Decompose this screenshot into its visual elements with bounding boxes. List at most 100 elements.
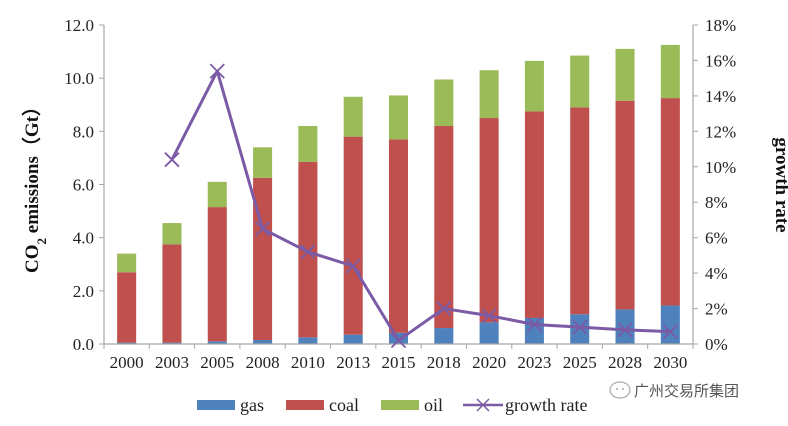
- growth-rate-marker: [209, 63, 225, 79]
- legend-swatch-coal: [286, 400, 324, 410]
- bar-oil-2000: [117, 253, 137, 273]
- y-tick-label: 0.0: [73, 335, 94, 354]
- bar-gas-2008: [253, 340, 273, 344]
- bar-gas-2010: [298, 337, 318, 344]
- x-tick-label: 2003: [155, 353, 189, 372]
- bar-coal-2003: [162, 244, 182, 343]
- bar-gas-2020: [479, 322, 499, 344]
- x-tick-label: 2020: [472, 353, 506, 372]
- y-tick-label: 8.0: [73, 122, 94, 141]
- y-axis-title-rest: emissions（Gt）: [20, 97, 43, 238]
- growth-rate-marker: [662, 323, 678, 340]
- bar-coal-2030: [660, 98, 680, 306]
- x-tick-label: 2000: [110, 353, 144, 372]
- watermark: 广州交易所集团: [609, 381, 739, 400]
- growth-rate-marker: [345, 258, 361, 274]
- y2-tick-label: 14%: [705, 87, 736, 106]
- bar-oil-2028: [615, 48, 635, 101]
- bar-oil-2015: [388, 95, 409, 140]
- x-tick-label: 2023: [517, 353, 551, 372]
- x-tick-label: 2018: [427, 353, 461, 372]
- y2-tick-label: 10%: [705, 158, 736, 177]
- x-tick-label: 2013: [336, 353, 370, 372]
- growth-rate-marker: [390, 332, 407, 349]
- bar-gas-2000: [117, 342, 137, 344]
- x-tick-label: 2008: [246, 353, 280, 372]
- watermark-text: 广州交易所集团: [634, 382, 739, 400]
- bar-oil-2013: [343, 96, 363, 137]
- bars-group: [117, 44, 680, 344]
- x-tick-label: 2025: [563, 353, 597, 372]
- y-axis-title-main: CO: [22, 244, 43, 273]
- growth-rate-marker: [572, 319, 588, 335]
- bar-gas-2005: [207, 341, 227, 344]
- y-tick-label: 6.0: [73, 176, 94, 195]
- bar-oil-2005: [207, 181, 227, 208]
- x-tick-label: 2005: [200, 353, 234, 372]
- bar-gas-2028: [615, 309, 635, 344]
- growth-rate-marker: [300, 244, 316, 260]
- y2-tick-label: 2%: [705, 300, 728, 319]
- legend-label-gas: gas: [240, 395, 264, 415]
- x-tick-label: 2015: [382, 353, 416, 372]
- growth-line-group: [164, 63, 678, 349]
- growth-rate-marker: [526, 316, 543, 333]
- bar-oil-2025: [570, 55, 590, 108]
- growth-rate-marker: [617, 322, 633, 338]
- growth-rate-marker: [481, 308, 497, 324]
- bar-coal-2015: [388, 139, 409, 333]
- bar-gas-2030: [660, 305, 680, 344]
- y2-tick-label: 0%: [705, 335, 728, 354]
- bar-coal-2000: [117, 272, 137, 343]
- bar-coal-2020: [479, 118, 499, 323]
- y-tick-label: 2.0: [73, 282, 94, 301]
- bar-gas-2003: [162, 342, 182, 344]
- bar-oil-2003: [162, 223, 182, 245]
- legend-label-growth-rate: growth rate: [505, 395, 587, 415]
- growth-rate-line: [170, 69, 671, 342]
- bar-coal-2010: [298, 161, 318, 338]
- bar-oil-2010: [298, 126, 318, 162]
- legend: gas coal oil growth rate: [197, 395, 587, 415]
- x-tick-label: 2030: [653, 353, 687, 372]
- axes-group: [99, 24, 698, 349]
- bar-oil-2018: [434, 79, 454, 127]
- bar-coal-2013: [343, 136, 363, 335]
- bar-gas-2018: [434, 328, 454, 344]
- legend-swatch-growth-marker: [476, 398, 490, 412]
- wechat-logo-icon: [609, 381, 631, 399]
- bar-oil-2020: [479, 70, 499, 119]
- bar-oil-2030: [660, 44, 680, 99]
- y2-tick-label: 6%: [705, 229, 728, 248]
- y2-tick-label: 8%: [705, 193, 728, 212]
- legend-swatch-gas: [197, 400, 235, 410]
- bar-coal-2028: [615, 100, 635, 310]
- y-tick-label: 12.0: [64, 16, 94, 35]
- legend-swatch-oil: [381, 400, 419, 410]
- bar-coal-2018: [434, 126, 454, 329]
- y2-tick-label: 4%: [705, 264, 728, 283]
- bar-oil-2008: [253, 147, 273, 178]
- growth-rate-marker: [164, 152, 180, 168]
- legend-label-coal: coal: [329, 395, 359, 415]
- bar-coal-2008: [253, 177, 273, 341]
- tick-labels-group: 0.0 2.0 4.0 6.0 8.0 10.0 12.0 0% 2% 4% 6% 8% 10% 12% 1…: [64, 16, 736, 372]
- y-tick-label: 10.0: [64, 69, 94, 88]
- bar-coal-2005: [207, 207, 227, 342]
- y-axis-title-sub: 2: [34, 238, 49, 245]
- bar-coal-2025: [570, 107, 590, 315]
- y2-tick-label: 16%: [705, 51, 736, 70]
- y2-tick-label: 18%: [705, 16, 736, 35]
- bar-gas-2025: [570, 314, 590, 344]
- growth-rate-marker: [436, 300, 452, 317]
- y-tick-label: 4.0: [73, 229, 94, 248]
- y-axis-title: CO2 emissions（Gt）: [20, 97, 49, 273]
- x-tick-label: 2010: [291, 353, 325, 372]
- bar-gas-2013: [343, 334, 363, 344]
- x-tick-label: 2028: [608, 353, 642, 372]
- y2-axis-title: growth rate: [771, 137, 788, 232]
- bar-coal-2023: [524, 111, 544, 318]
- y2-tick-label: 12%: [705, 122, 736, 141]
- growth-rate-marker: [254, 221, 271, 237]
